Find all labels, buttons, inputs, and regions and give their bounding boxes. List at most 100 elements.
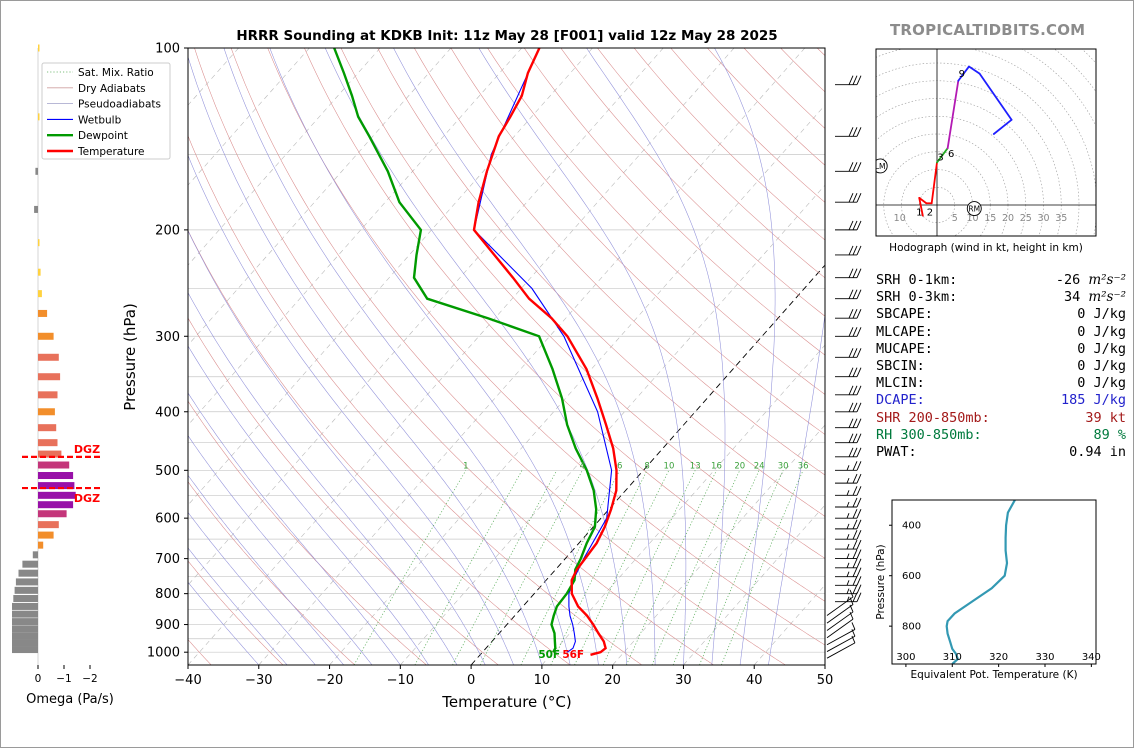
barb-flag bbox=[856, 193, 862, 203]
barb-flag bbox=[856, 508, 862, 519]
hodograph-segment bbox=[957, 65, 970, 82]
wind-barb bbox=[835, 289, 862, 300]
omega-bar bbox=[38, 510, 67, 518]
barb-flag bbox=[848, 193, 854, 203]
barb-flag bbox=[856, 497, 862, 508]
barb-flag bbox=[848, 418, 854, 428]
theta-e-x-tick-label: 330 bbox=[1035, 652, 1054, 663]
dry-adiabat bbox=[377, 48, 825, 517]
wind-barb bbox=[835, 558, 862, 569]
x-tick-label: 0 bbox=[467, 673, 475, 688]
wind-barb bbox=[835, 508, 862, 519]
barb-flag bbox=[852, 539, 858, 550]
dry-adiabat bbox=[194, 48, 714, 665]
hodograph-segment bbox=[918, 196, 924, 217]
wind-barb bbox=[835, 75, 862, 86]
storm-motion-marker bbox=[966, 201, 982, 217]
barb-flag bbox=[856, 529, 862, 540]
parameter-label: SRH 0-1km: bbox=[876, 272, 958, 288]
omega-bar bbox=[12, 632, 38, 640]
hodograph-segment bbox=[936, 147, 949, 164]
hodograph-segment bbox=[978, 72, 1013, 121]
parameter-label: DCAPE: bbox=[876, 392, 925, 409]
y-tick-label: 400 bbox=[155, 405, 180, 420]
barb-flag bbox=[852, 308, 858, 319]
mixing-ratio-line bbox=[651, 470, 741, 665]
barb-flag bbox=[856, 584, 862, 594]
wind-barb bbox=[835, 486, 862, 496]
temperature-line bbox=[472, 48, 618, 656]
site-credit: TROPICALTIDBITS.COM bbox=[890, 21, 1086, 39]
barb-flag bbox=[856, 592, 862, 602]
hodograph-height-label: 1 bbox=[916, 208, 922, 219]
omega-bar bbox=[38, 332, 54, 340]
isotherm-line bbox=[329, 104, 825, 665]
wind-barb bbox=[835, 418, 862, 429]
barb-half-flag bbox=[846, 512, 850, 519]
barb-flag bbox=[852, 549, 858, 559]
barb-flag bbox=[852, 348, 858, 358]
legend-entry: Pseudoadiabats bbox=[78, 99, 161, 111]
dry-adiabat bbox=[230, 48, 786, 665]
barb-flag bbox=[856, 486, 862, 496]
dry-adiabat bbox=[487, 48, 825, 395]
barb-flag bbox=[852, 127, 858, 137]
barb-flag bbox=[851, 635, 856, 644]
barb-flag bbox=[852, 473, 858, 484]
dry-adiabat bbox=[188, 135, 642, 665]
y-tick-label: 300 bbox=[155, 330, 180, 345]
barb-flag bbox=[856, 75, 862, 85]
barb-flag bbox=[848, 348, 854, 358]
pseudoadiabat bbox=[714, 48, 776, 665]
mixing-ratio-line bbox=[699, 470, 784, 665]
parameter-value: -26 m²s⁻² bbox=[1056, 272, 1126, 288]
theta-e-y-tick-label: 600 bbox=[902, 571, 921, 582]
barb-flag bbox=[852, 433, 858, 443]
barb-flag bbox=[852, 592, 858, 602]
omega-bar bbox=[34, 205, 38, 213]
dry-adiabat bbox=[523, 48, 825, 356]
theta-e-x-tick-label: 300 bbox=[896, 652, 915, 663]
hodograph-ring-label: 10 bbox=[894, 213, 906, 224]
y-tick-label: 700 bbox=[155, 552, 180, 567]
mixing-ratio-line bbox=[520, 470, 621, 665]
hodograph-height-label: 6 bbox=[948, 149, 954, 160]
barb-half-flag bbox=[846, 533, 850, 540]
isotherm-line bbox=[541, 344, 825, 665]
theta-e-frame bbox=[891, 499, 1097, 665]
parameter-number: 0 J/kg bbox=[1077, 357, 1126, 374]
pseudoadiabat bbox=[586, 48, 726, 665]
pseudoadiabat bbox=[188, 435, 373, 665]
barb-flag bbox=[856, 308, 862, 319]
parameter-value: 34 m²s⁻² bbox=[1064, 289, 1126, 305]
hodograph-ring-label: 10 bbox=[966, 213, 978, 224]
legend-box bbox=[41, 62, 171, 160]
legend-entry: Sat. Mix. Ratio bbox=[78, 67, 154, 79]
pseudoadiabat bbox=[223, 48, 571, 665]
wind-barbs bbox=[826, 75, 862, 659]
barb-flag bbox=[852, 576, 858, 586]
omega-bar bbox=[38, 450, 62, 458]
parameter-number: 89 % bbox=[1093, 426, 1126, 443]
omega-tick-label: 0 bbox=[35, 673, 42, 685]
parameter-unit: m²s⁻² bbox=[1088, 289, 1126, 306]
barb-flag bbox=[852, 418, 858, 428]
hodograph-height-label: 2 bbox=[927, 208, 933, 219]
isotherm-line bbox=[188, 48, 522, 426]
barb-shaft bbox=[826, 596, 854, 616]
mixing-ratio-line bbox=[602, 470, 696, 665]
pseudoadiabat bbox=[188, 547, 288, 665]
mixing-ratio-line bbox=[550, 470, 648, 665]
pseudoadiabat bbox=[269, 48, 599, 665]
barb-flag bbox=[851, 622, 856, 630]
mixing-ratio-label: 10 bbox=[664, 461, 675, 471]
parameter-number: 185 J/kg bbox=[1060, 392, 1126, 409]
wind-barb bbox=[835, 447, 862, 458]
barb-flag bbox=[852, 327, 858, 337]
dgz-label: DGZ bbox=[74, 443, 100, 456]
legend: Sat. Mix. Ratio Dry Adiabats Pseudoadiabat… bbox=[41, 62, 171, 160]
parameter-row: DCAPE: 185 J/kg bbox=[876, 392, 1126, 409]
barb-flag bbox=[856, 576, 862, 586]
hodograph-segment bbox=[946, 79, 960, 150]
